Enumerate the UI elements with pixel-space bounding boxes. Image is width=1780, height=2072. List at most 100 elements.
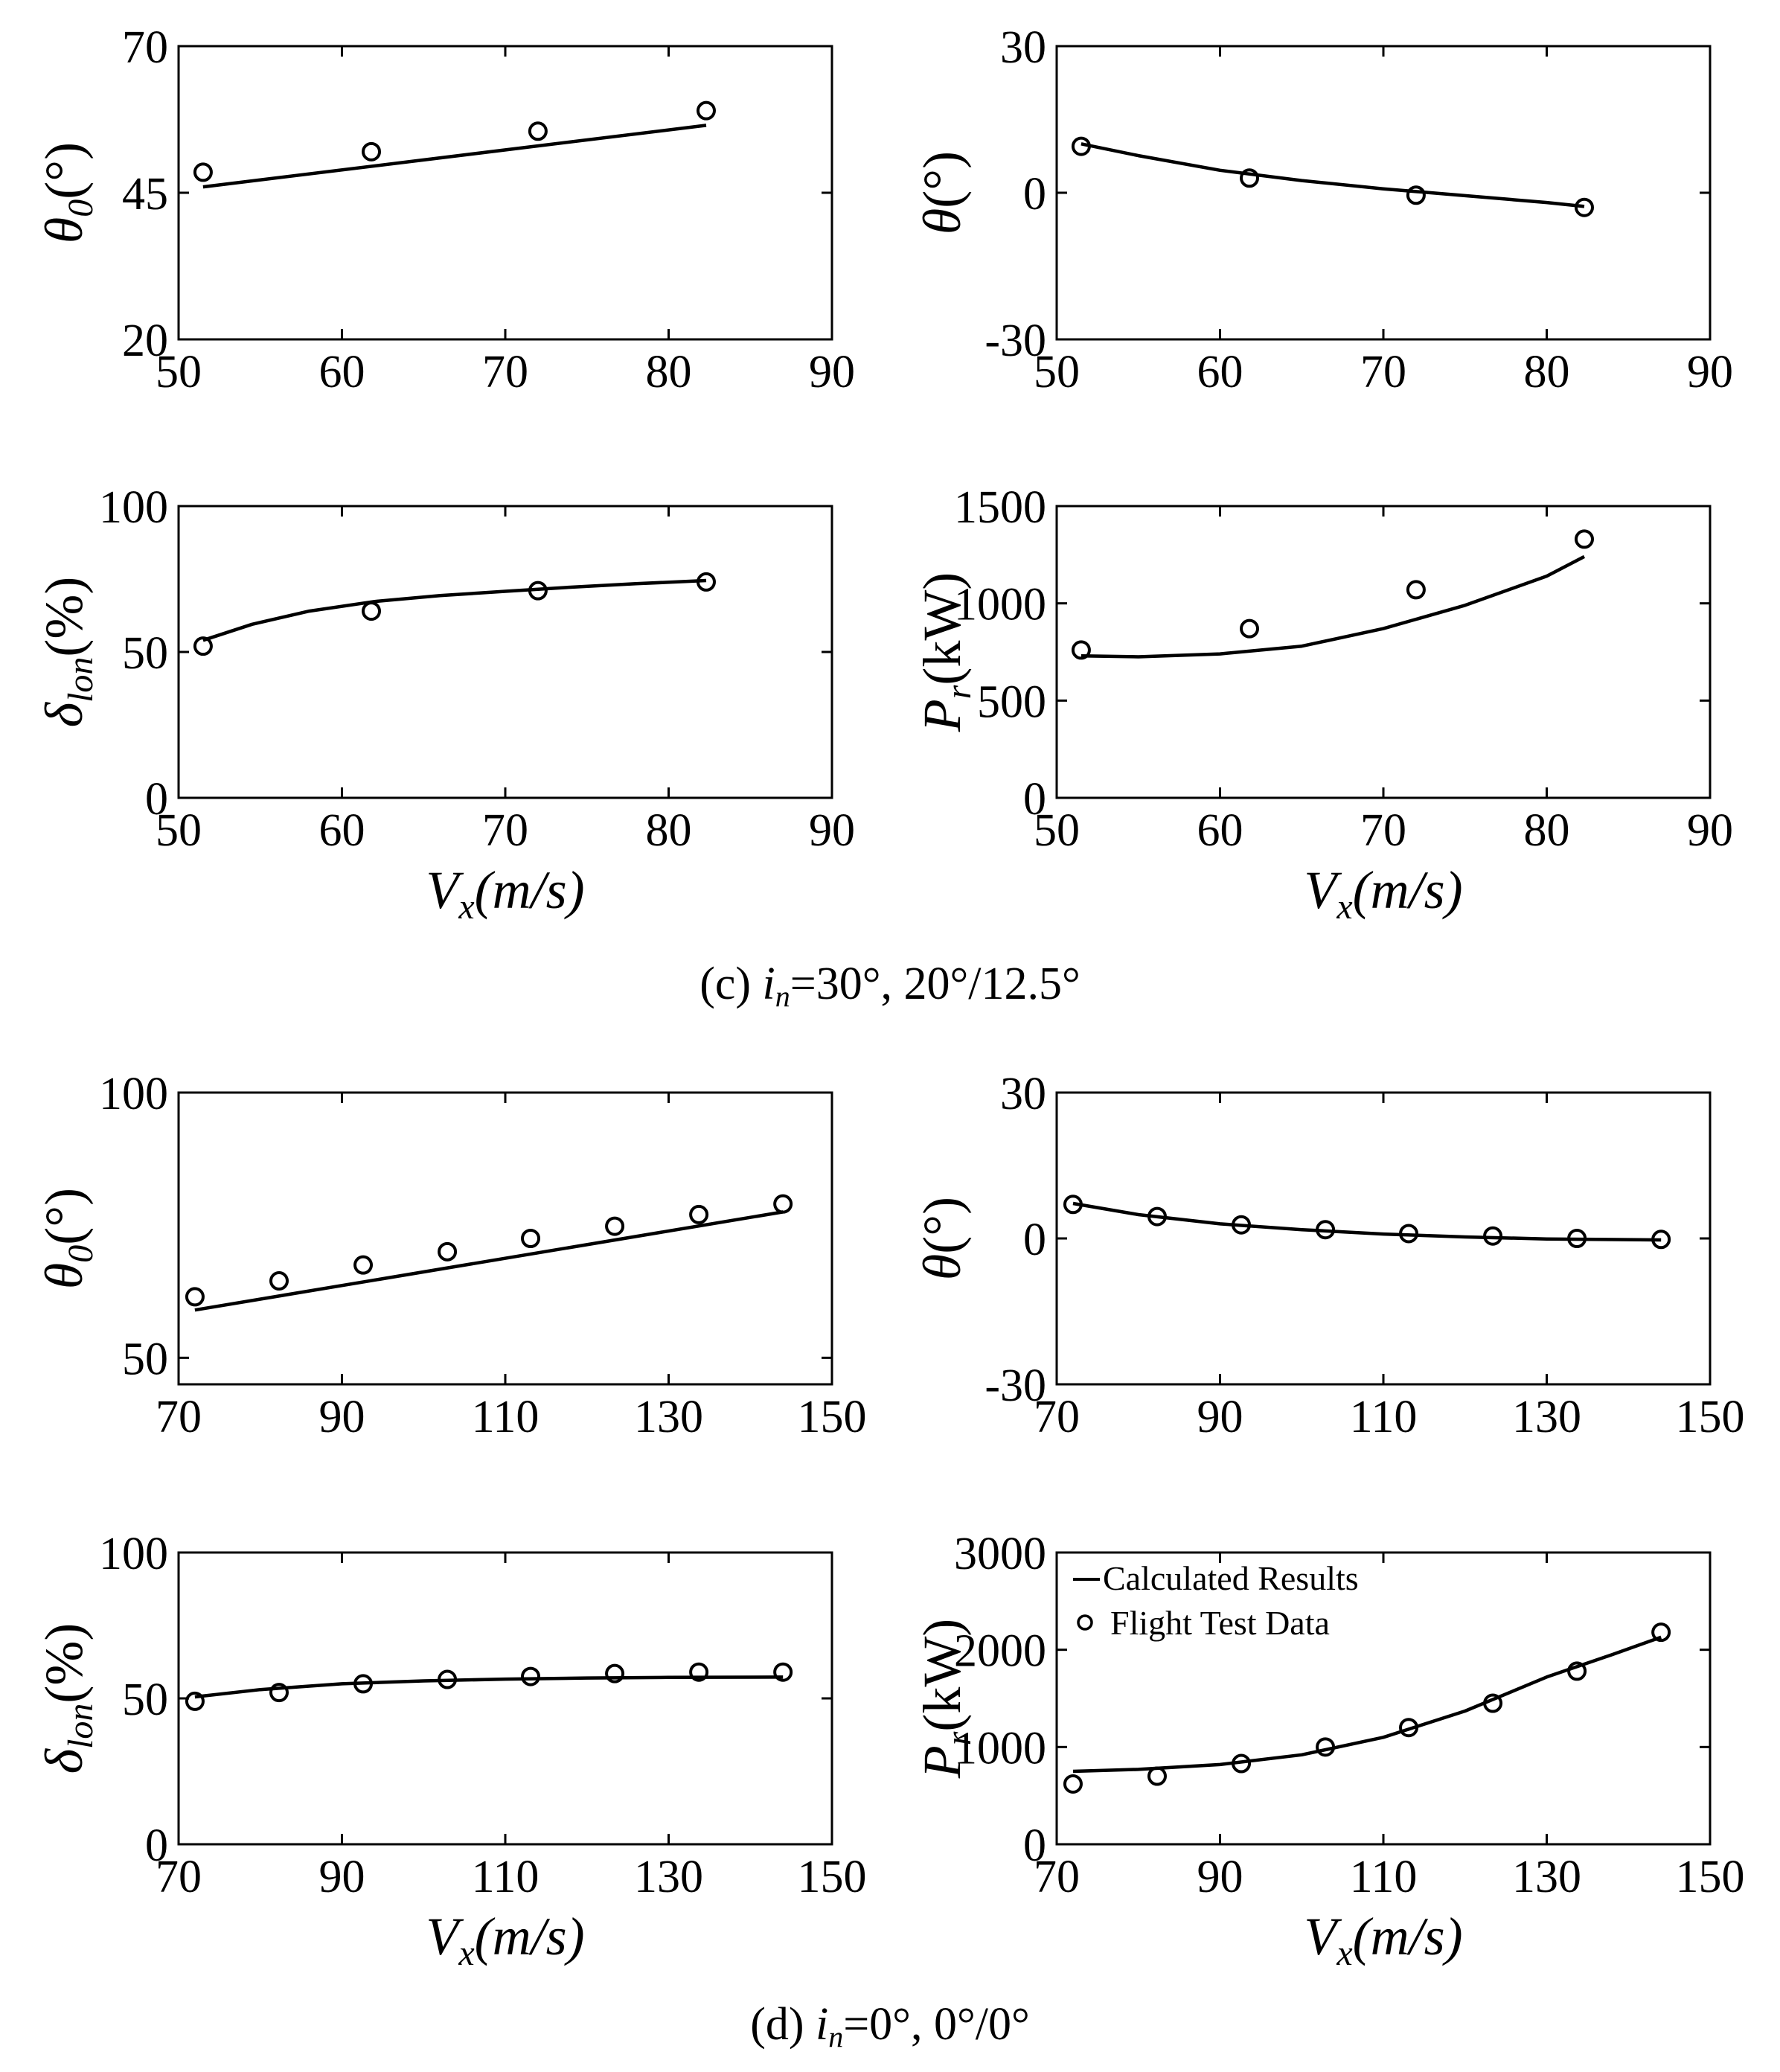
x-tick-label: 50: [1034, 347, 1080, 397]
caption-c: (c) in=30°, 20°/12.5°: [699, 959, 1081, 1013]
caption-rest: =0°, 0°/0°: [843, 1999, 1030, 2050]
flight-test-data-point: [696, 572, 716, 592]
legend: Calculated Results Flight Test Data: [1073, 1559, 1359, 1642]
y-tick-label: 20: [122, 316, 168, 366]
x-tick-label: 70: [1034, 1852, 1080, 1902]
chart-c-theta: 50 60 70 80 90 -30 0 30 θ(°): [912, 22, 1733, 397]
x-axis-label: Vx(m/s): [426, 860, 584, 927]
x-tick-label: 90: [1197, 1392, 1243, 1442]
flight-test-data-point: [696, 100, 716, 121]
legend-marker-swatch: [1077, 1614, 1093, 1631]
x-tick-label: 110: [472, 1852, 540, 1902]
flight-test-data-point: [1483, 1693, 1503, 1713]
x-tick-label: 70: [482, 347, 528, 397]
flight-test-data-point: [353, 1255, 374, 1275]
y-axis-label: θ(°): [912, 1197, 972, 1280]
y-tick-label: -30: [985, 316, 1046, 366]
y-axis-label: δlon(%): [34, 1623, 100, 1774]
y-axis-label: θ0(°): [34, 142, 100, 243]
flight-test-data-point: [773, 1662, 793, 1682]
y-label-unit: (kW): [912, 572, 972, 685]
plot-frame: [177, 1551, 833, 1846]
y-tick-label: 50: [122, 628, 168, 679]
y-label-symbol: δ: [34, 1748, 94, 1774]
flight-test-data-point: [1651, 1622, 1671, 1643]
x-tick-label: 60: [1197, 347, 1243, 397]
x-tick-label: 90: [809, 805, 855, 856]
flight-test-data-point: [1063, 1774, 1083, 1794]
x-label-symbol: V: [1304, 1907, 1342, 1966]
y-tick-label: 0: [1023, 1215, 1046, 1265]
x-tick-label: 80: [1524, 805, 1570, 856]
x-label-unit: (m/s): [475, 1907, 585, 1966]
flight-test-data-point: [1147, 1766, 1167, 1786]
y-label-subscript: r: [939, 1731, 979, 1745]
y-label-unit: (°): [34, 1188, 94, 1245]
flight-test-data-point: [1232, 1753, 1252, 1774]
flight-test-data-point: [1574, 529, 1594, 549]
x-axis-label: Vx(m/s): [426, 1907, 584, 1973]
calculated-results-line: [1081, 142, 1585, 208]
x-tick-label: 70: [156, 1392, 202, 1442]
y-label-unit: (°): [912, 151, 972, 208]
x-tick-label: 90: [809, 347, 855, 397]
y-label-symbol: P: [912, 1745, 972, 1779]
flight-test-data-point: [1406, 580, 1426, 600]
caption-subscript: n: [775, 979, 790, 1013]
chart-d-dlon: 70 90 110 130 150 0 50 100 δlon(%) Vx(m/s): [34, 1529, 867, 1973]
x-tick-label: 90: [319, 1392, 365, 1442]
y-label-unit: (%): [34, 577, 94, 657]
chart-d-theta0: 70 90 110 130 150 50 100 θ0(°): [34, 1069, 867, 1442]
x-label-subscript: x: [458, 1934, 474, 1973]
flight-test-data-point: [1147, 1206, 1167, 1227]
caption-d: (d) in=0°, 0°/0°: [750, 1999, 1030, 2053]
flight-test-data-point: [1399, 1224, 1419, 1244]
x-tick-label: 50: [1034, 805, 1080, 856]
y-label-unit: (%): [34, 1623, 94, 1704]
x-tick-label: 150: [798, 1392, 867, 1442]
x-label-symbol: V: [426, 1907, 464, 1966]
x-tick-label: 50: [156, 347, 202, 397]
flight-test-data-point: [1567, 1661, 1587, 1681]
y-tick-label: 100: [99, 1529, 168, 1579]
x-label-symbol: V: [1304, 860, 1342, 920]
y-tick-label: 500: [977, 677, 1046, 727]
calculated-results-line: [202, 124, 707, 189]
y-axis-label: θ0(°): [34, 1188, 100, 1289]
y-tick-label: 30: [1000, 22, 1046, 73]
flight-test-data-point: [269, 1271, 289, 1291]
y-tick-label: 50: [122, 1334, 168, 1384]
calculated-results-line: [1072, 1201, 1662, 1242]
x-tick-label: 80: [646, 347, 692, 397]
x-tick-label: 80: [646, 805, 692, 856]
flight-test-data-point: [1316, 1737, 1336, 1757]
y-label-symbol: θ: [34, 217, 94, 243]
y-tick-label: 2000: [954, 1626, 1046, 1677]
flight-test-data-point: [1651, 1230, 1671, 1250]
flight-test-data-point: [1399, 1718, 1419, 1738]
x-tick-label: 150: [798, 1852, 867, 1902]
flight-test-data-point: [528, 581, 548, 601]
flight-test-data-point: [1574, 197, 1594, 217]
y-label-unit: (°): [34, 142, 94, 199]
caption-subscript: n: [828, 2020, 843, 2053]
flight-test-data-point: [185, 1287, 205, 1307]
plot-frame: [1055, 45, 1712, 341]
y-label-symbol: θ: [912, 1254, 972, 1280]
caption-prefix: (d): [750, 1999, 816, 2050]
y-tick-label: 0: [1023, 1820, 1046, 1871]
y-label-symbol: P: [912, 699, 972, 732]
legend-line-label: Calculated Results: [1103, 1559, 1359, 1597]
x-tick-label: 70: [156, 1852, 202, 1902]
flight-test-data-point: [185, 1691, 205, 1711]
x-tick-label: 130: [634, 1392, 703, 1442]
x-tick-label: 150: [1676, 1392, 1745, 1442]
x-tick-label: 60: [319, 805, 365, 856]
y-tick-label: 0: [145, 1820, 168, 1871]
x-tick-label: 50: [156, 805, 202, 856]
y-tick-label: 1500: [954, 482, 1046, 533]
y-label-subscript: 0: [61, 199, 100, 217]
flight-test-data-point: [1406, 185, 1426, 205]
